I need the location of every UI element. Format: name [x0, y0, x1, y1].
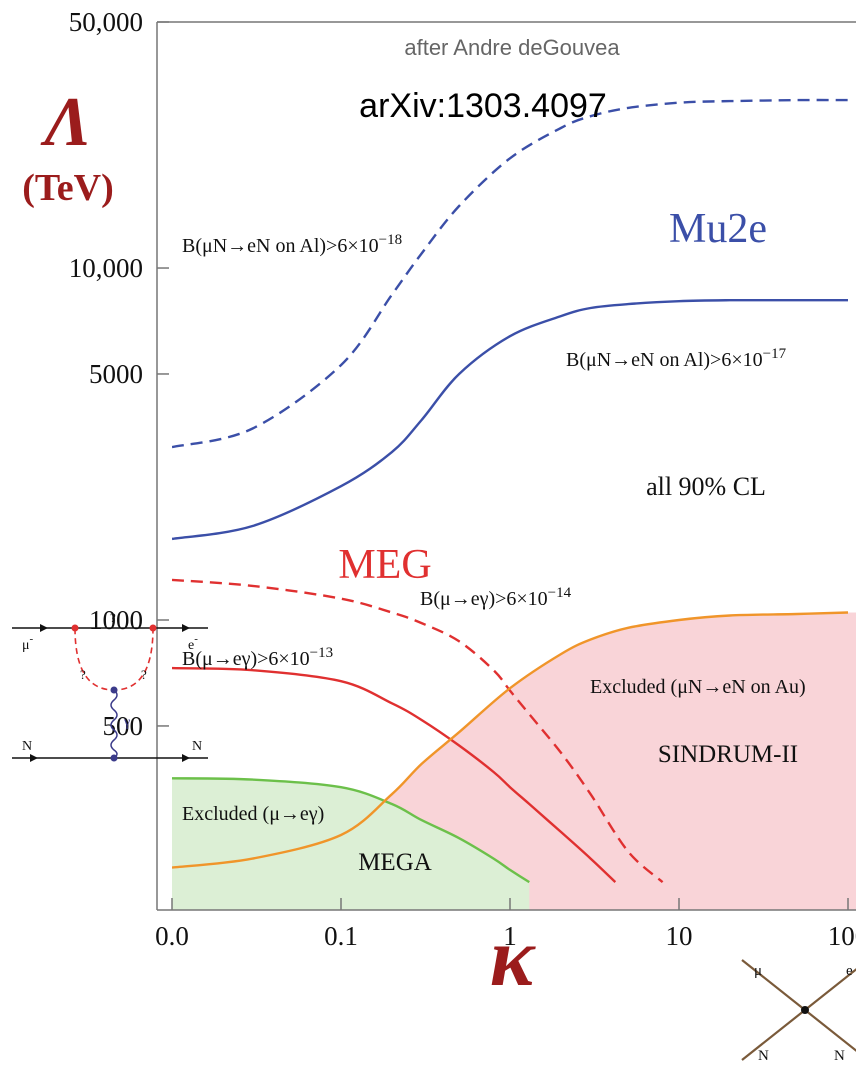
series-line-meg_current: [172, 666, 617, 883]
curves: [172, 98, 849, 884]
diagram-gamma-label: γ: [123, 715, 130, 730]
diagram-n-label: N: [834, 1048, 845, 1064]
y-axis-symbol: Λ: [40, 84, 92, 161]
arrow-head-right: [182, 624, 190, 632]
diagram-n-label: N: [22, 739, 32, 754]
vertex-dot: [149, 624, 157, 632]
x-axis-label: κ: [490, 911, 537, 1004]
meg-current-label-base: B(μ→eγ)>6×10: [182, 648, 310, 670]
mu2e-current-label: B(μN→eN on Al)>6×10−17: [566, 346, 787, 371]
diagram-e-label: e-: [188, 633, 198, 653]
arrow-head-left: [40, 624, 48, 632]
feynman-diagram-left: μ- e- ? ? ? γ N N: [12, 610, 208, 762]
excluded-regions: [172, 612, 856, 910]
series-line-mu2e_future: [172, 98, 849, 449]
mu2e-future-label-base: B(μN→eN on Al)>6×10: [182, 235, 379, 257]
diagram-mu-label: μ: [754, 963, 762, 979]
sindrum-label: SINDRUM-II: [658, 741, 798, 768]
x-tick-label: 0.1: [324, 921, 358, 951]
diagram-n-label: N: [192, 739, 202, 754]
y-tick-label: 1000: [89, 605, 143, 635]
x-tick-label: 1: [503, 921, 517, 951]
y-tick-label: 50,000: [69, 7, 143, 37]
feynman-diagram-right: μ e N N: [741, 959, 856, 1064]
y-tick-label: 10,000: [69, 253, 143, 283]
meg-future-label-base: B(μ→eγ)>6×10: [420, 588, 548, 610]
y-axis-units: (TeV): [22, 167, 113, 209]
diagram-n-label: N: [758, 1048, 769, 1064]
y-tick-label: 500: [103, 711, 144, 741]
arxiv-text: arXiv:1303.4097: [359, 87, 607, 125]
contact-vertex: [801, 1006, 809, 1014]
y-tick-label: 5000: [89, 359, 143, 389]
series-line-meg_future: [172, 578, 664, 884]
meg-current-label: B(μ→eγ)>6×10−13: [182, 645, 333, 670]
mu2e-future-label: B(μN→eN on Al)>6×10−18: [182, 232, 402, 257]
mega-excluded-label: Excluded (μ→eγ): [182, 803, 324, 825]
mega-excluded-region: [172, 778, 530, 910]
nucleus-arrow-left: [30, 754, 38, 762]
series-line-mu2e_current: [172, 298, 848, 541]
plot-frame: [156, 21, 856, 911]
meg-label: MEG: [338, 542, 431, 588]
meg-future-label-exp: −14: [548, 585, 572, 601]
diagram-mu-label: μ-: [22, 633, 34, 653]
x-tick-label: 0.0: [155, 921, 189, 951]
photon-line: [110, 689, 118, 759]
x-tick-label: 100: [828, 921, 856, 951]
diagram-q-label: ?: [141, 667, 147, 682]
meg-future-label: B(μ→eγ)>6×10−14: [420, 585, 572, 610]
mu2e-label: Mu2e: [669, 206, 767, 252]
credit-text: after Andre deGouvea: [404, 35, 620, 60]
sindrum-excluded-label: Excluded (μN→eN on Au): [590, 676, 806, 698]
series-line-sindrum_excluded: [172, 611, 849, 869]
diagram-q-label: ?: [80, 667, 86, 682]
meg-current-label-exp: −13: [310, 645, 333, 661]
x-tick-label: 10: [666, 921, 693, 951]
mu2e-current-label-exp: −17: [763, 346, 787, 362]
diagram-q-label: ?: [110, 610, 116, 625]
mu2e-future-label-exp: −18: [379, 232, 402, 248]
x-tick-labels: 0.0 0.1 1 10 100: [155, 921, 856, 951]
tick-marks: [157, 21, 849, 910]
vertex-dot: [71, 624, 79, 632]
series-line-mega_excluded: [172, 777, 530, 884]
mu2e-current-label-base: B(μN→eN on Al)>6×10: [566, 349, 763, 371]
cl-note: all 90% CL: [646, 472, 766, 501]
y-tick-labels: 50,000 10,000 5000 1000 500: [69, 7, 143, 741]
nucleus-arrow-right: [182, 754, 190, 762]
mega-label: MEGA: [358, 849, 432, 876]
diagram-e-label: e: [846, 963, 853, 979]
